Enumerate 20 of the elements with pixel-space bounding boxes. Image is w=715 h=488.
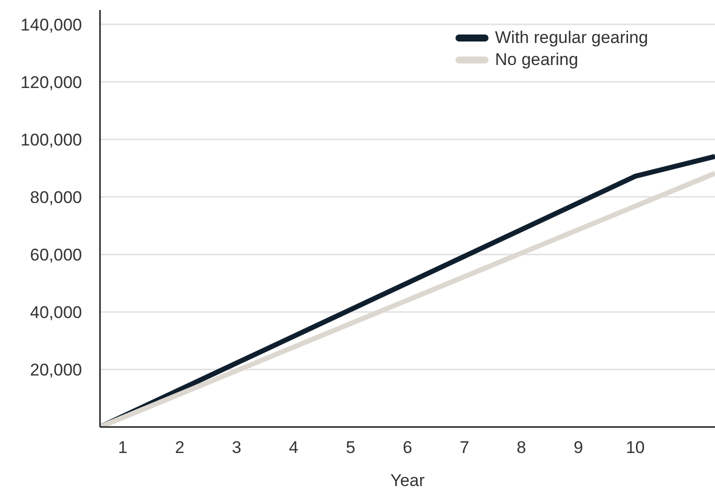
x-tick-label: 4	[288, 438, 298, 458]
y-tick-label: 120,000	[20, 72, 82, 92]
x-tick-label: 3	[232, 438, 242, 458]
x-tick-label: 5	[346, 438, 356, 458]
x-axis-title: Year	[390, 471, 426, 488]
x-tick-label: 7	[460, 438, 470, 458]
x-tick-label: 2	[174, 438, 184, 458]
y-tick-label: 100,000	[20, 130, 82, 150]
x-tick-label: 9	[574, 438, 584, 458]
legend-label: No gearing	[495, 50, 578, 70]
x-tick-label: 8	[516, 438, 526, 458]
legend-label: With regular gearing	[495, 28, 648, 48]
y-tick-label: 40,000	[30, 303, 82, 322]
y-tick-label: 140,000	[20, 15, 82, 34]
x-tick-label: 6	[402, 438, 412, 458]
x-tick-label: 1	[118, 438, 128, 458]
x-tick-label: 10	[626, 438, 645, 458]
y-tick-label: 80,000	[30, 188, 82, 207]
y-tick-label: 20,000	[30, 360, 82, 380]
y-tick-label: 60,000	[30, 245, 82, 264]
